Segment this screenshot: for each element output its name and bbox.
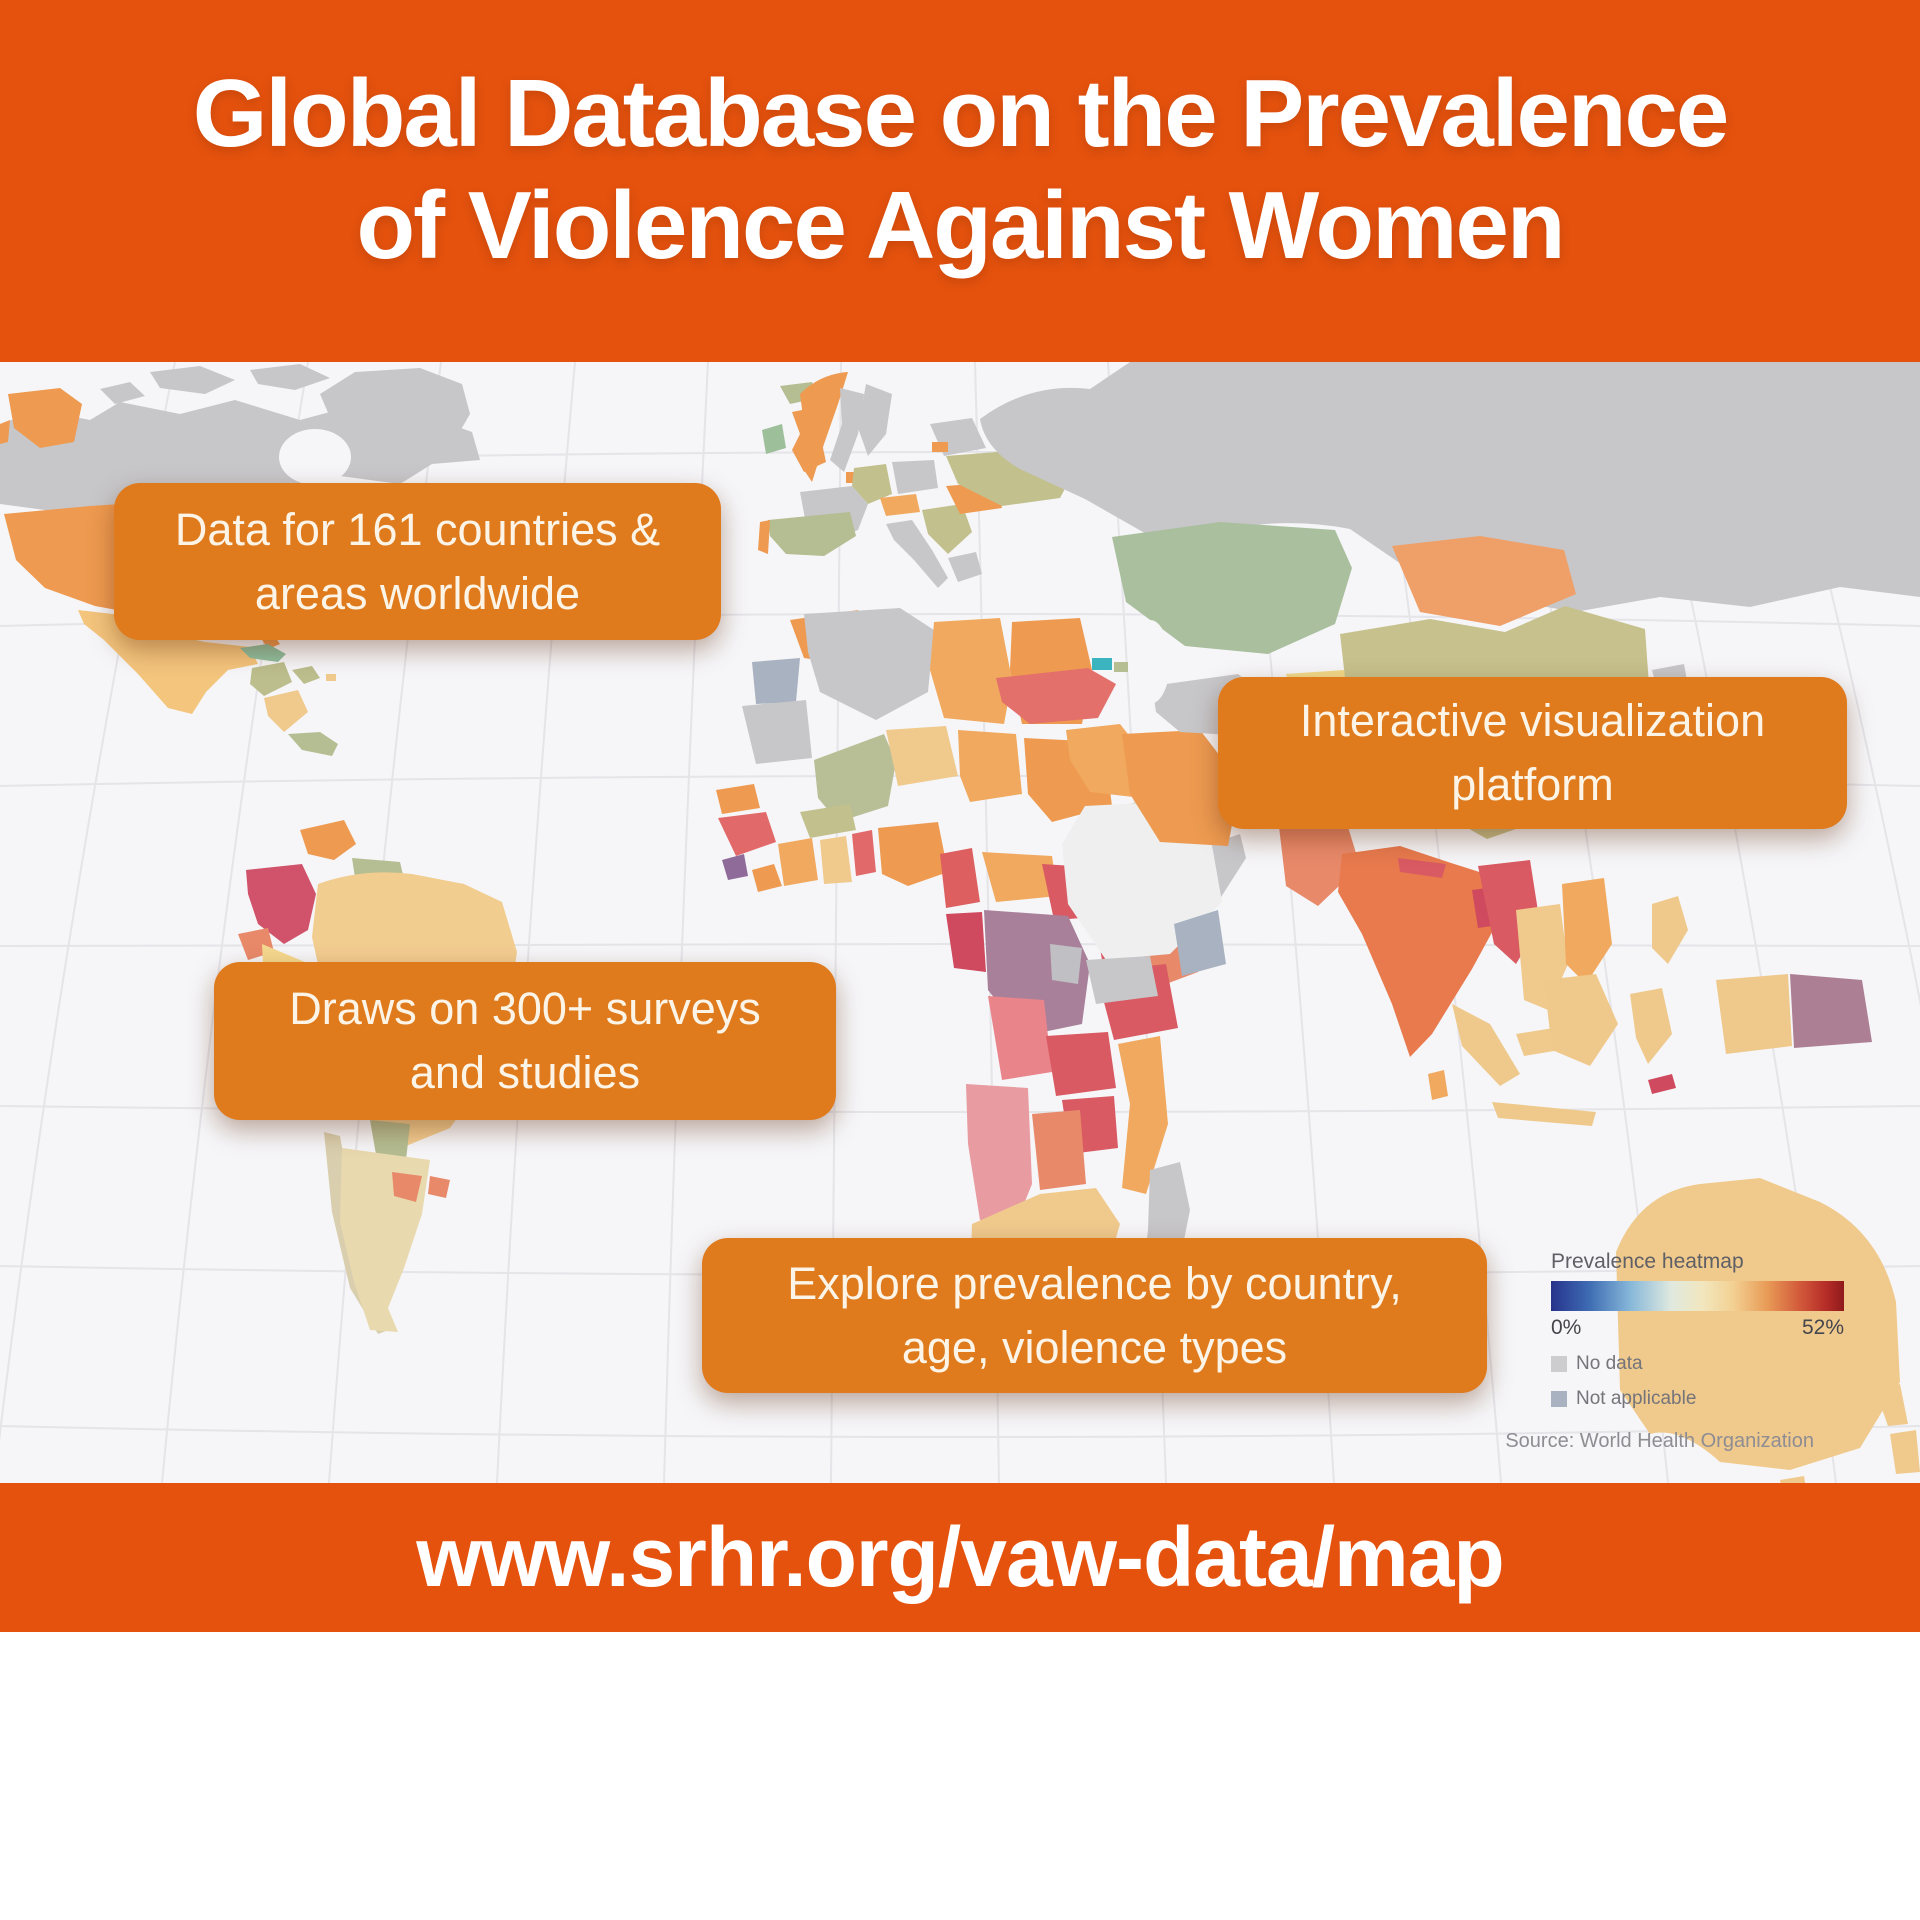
callout-countries-line1: Data for 161 countries & [174,503,661,555]
callout-countries-line2: areas worldwide [254,567,581,619]
legend-min-label: 0% [1551,1316,1582,1339]
callout-explore: Explore prevalence by country, age, viol… [702,1238,1487,1393]
callout-explore-line1: Explore prevalence by country, [787,1257,1402,1309]
heatmap-gradient-bar [1551,1281,1844,1311]
callout-surveys-line2: and studies [409,1047,641,1098]
no-data-swatch [1551,1356,1567,1372]
not-applicable-label: Not applicable [1576,1388,1697,1409]
callout-explore-line2: age, violence types [901,1321,1288,1373]
callout-surveys: Draws on 300+ surveys and studies [214,962,836,1120]
asia-shapes [980,362,1920,1126]
legend-not-applicable-row: Not applicable [1551,1388,1851,1410]
map-source-credit: Source: World Health Organization [1505,1430,1814,1452]
callout-countries: Data for 161 countries & areas worldwide [114,483,721,640]
not-applicable-swatch [1551,1391,1567,1407]
page-title: Global Database on the Prevalence of Vio… [0,0,1920,282]
map-legend: Prevalence heatmap 0% 52% No data Not ap… [1551,1250,1851,1410]
world-choropleth-map [0,362,1920,1483]
world-map-section: Data for 161 countries & areas worldwide… [0,362,1920,1483]
page-title-line1: Global Database on the Prevalence [192,60,1730,167]
oceania-shapes [1616,1178,1920,1483]
page-title-line2: of Violence Against Women [356,172,1565,279]
callout-surveys-line1: Draws on 300+ surveys [289,983,761,1034]
europe-shapes [758,372,1076,588]
database-url: www.srhr.org/vaw-data/map [416,1510,1505,1604]
url-band: www.srhr.org/vaw-data/map [0,1483,1920,1632]
legend-max-label: 52% [1801,1316,1844,1339]
footer-logos: human reproduction programme hrp researc… [0,1632,1920,1920]
header-band: Global Database on the Prevalence of Vio… [0,0,1920,362]
legend-title: Prevalence heatmap [1551,1250,1744,1273]
callout-platform: Interactive visualization platform [1218,677,1847,829]
legend-no-data-row: No data [1551,1353,1851,1375]
no-data-label: No data [1576,1353,1643,1374]
callout-platform-line2: platform [1451,759,1614,810]
callout-platform-line1: Interactive visualization [1299,695,1766,746]
legend-range: 0% 52% [1551,1316,1844,1340]
